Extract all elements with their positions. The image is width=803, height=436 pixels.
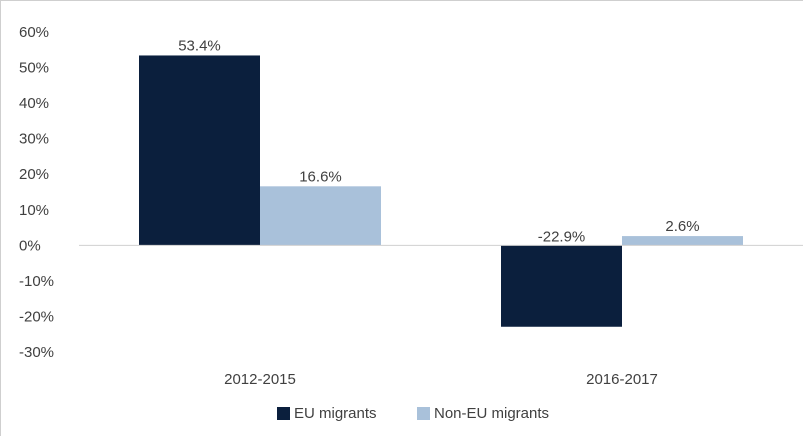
bar <box>139 55 260 246</box>
legend-label: Non-EU migrants <box>434 405 549 422</box>
bar <box>501 245 622 327</box>
bar <box>622 236 743 246</box>
y-tick-label: 30% <box>19 131 49 148</box>
data-label: 53.4% <box>178 37 221 54</box>
y-tick-label: 10% <box>19 202 49 219</box>
legend-label: EU migrants <box>294 405 377 422</box>
data-label: 16.6% <box>299 168 342 185</box>
y-tick-label: 0% <box>19 237 41 254</box>
legend-swatch <box>417 407 430 420</box>
x-tick-label: 2016-2017 <box>586 371 658 388</box>
x-tick-label: 2012-2015 <box>224 371 296 388</box>
y-tick-label: -20% <box>19 308 54 325</box>
legend-swatch <box>277 407 290 420</box>
y-tick-label: -30% <box>19 344 54 361</box>
data-label: 2.6% <box>665 218 699 235</box>
y-tick-label: 60% <box>19 24 49 41</box>
y-tick-label: 50% <box>19 60 49 77</box>
bar <box>260 186 381 246</box>
y-tick-label: 20% <box>19 166 49 183</box>
y-tick-label: 40% <box>19 95 49 112</box>
data-label: -22.9% <box>538 228 586 245</box>
y-tick-label: -10% <box>19 273 54 290</box>
